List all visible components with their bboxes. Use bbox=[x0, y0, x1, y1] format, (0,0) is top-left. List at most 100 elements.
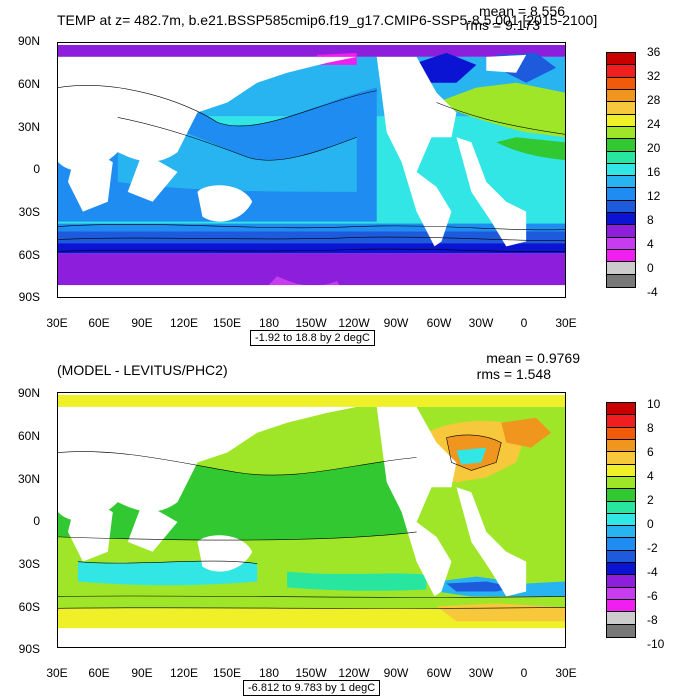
top-lon-label: 180 bbox=[258, 316, 280, 330]
colorbar-swatch bbox=[607, 126, 635, 140]
bottom-colorbar-label: -4 bbox=[647, 565, 658, 579]
top-colorbar-label: 24 bbox=[647, 117, 661, 131]
bottom-colorbar-label: 0 bbox=[647, 517, 654, 531]
bottom-panel-title: (MODEL - LEVITUS/PHC2) bbox=[57, 362, 228, 378]
top-colorbar-label: 12 bbox=[647, 189, 661, 203]
colorbar-swatch bbox=[607, 575, 635, 588]
colorbar-swatch bbox=[607, 200, 635, 214]
colorbar-swatch bbox=[607, 489, 635, 502]
bottom-lon-label: 150W bbox=[295, 666, 327, 680]
bottom-lon-label: 60E bbox=[88, 666, 110, 680]
colorbar-swatch bbox=[607, 262, 635, 275]
colorbar-swatch bbox=[607, 176, 635, 189]
colorbar-swatch bbox=[607, 188, 635, 201]
bottom-panel: (MODEL - LEVITUS/PHC2) mean = 0.9769 rms… bbox=[0, 350, 700, 700]
bottom-contour-range: -6.812 to 9.783 by 1 degC bbox=[243, 680, 381, 696]
bottom-colorbar-label: 10 bbox=[647, 397, 661, 411]
colorbar-swatch bbox=[607, 151, 635, 164]
colorbar-swatch bbox=[607, 213, 635, 226]
colorbar-swatch bbox=[607, 452, 635, 465]
top-lon-label: 30W bbox=[468, 316, 494, 330]
colorbar-swatch bbox=[607, 587, 635, 600]
bottom-rms-text: rms = 1.548 bbox=[476, 366, 551, 382]
bottom-lon-label: 30W bbox=[468, 666, 494, 680]
bottom-colorbar-label: 8 bbox=[647, 421, 654, 435]
bottom-lat-label: 90S bbox=[18, 642, 40, 656]
top-colorbar-label: -4 bbox=[647, 285, 658, 299]
colorbar-swatch bbox=[607, 501, 635, 514]
colorbar-swatch bbox=[607, 65, 635, 78]
colorbar-swatch bbox=[607, 53, 635, 66]
bottom-colorbar-label: -8 bbox=[647, 613, 658, 627]
bottom-colorbar-label: -2 bbox=[647, 541, 658, 555]
top-colorbar-label: 0 bbox=[647, 261, 654, 275]
top-lon-label: 90E bbox=[131, 316, 153, 330]
colorbar-swatch bbox=[607, 612, 635, 625]
top-lat-label: 30S bbox=[18, 205, 40, 219]
bottom-map bbox=[57, 392, 566, 648]
bottom-lat-label: 60N bbox=[17, 429, 40, 443]
bottom-colorbar bbox=[606, 402, 636, 638]
top-lon-label: 30E bbox=[46, 316, 68, 330]
colorbar-swatch bbox=[607, 274, 635, 287]
bottom-lon-label: 30E bbox=[555, 666, 577, 680]
top-mean-text: mean = 8.556 bbox=[478, 3, 565, 19]
top-lat-label: 60N bbox=[17, 77, 40, 91]
top-colorbar-label: 36 bbox=[647, 45, 661, 59]
bottom-colorbar-label: -6 bbox=[647, 589, 658, 603]
top-map bbox=[57, 42, 566, 298]
top-lon-label: 60W bbox=[426, 316, 452, 330]
colorbar-swatch bbox=[607, 563, 635, 576]
bottom-lon-label: 90E bbox=[131, 666, 153, 680]
colorbar-swatch bbox=[607, 163, 635, 177]
top-panel-title: TEMP at z= 482.7m, b.e21.BSSP585cmip6.f1… bbox=[57, 12, 598, 28]
top-colorbar-label: 20 bbox=[647, 141, 661, 155]
colorbar-swatch bbox=[607, 550, 635, 564]
bottom-lon-label: 0 bbox=[520, 666, 528, 680]
colorbar-swatch bbox=[607, 526, 635, 539]
top-lon-label: 0 bbox=[520, 316, 528, 330]
bottom-lat-label: 30N bbox=[17, 472, 40, 486]
top-lon-label: 60E bbox=[88, 316, 110, 330]
bottom-lat-label: 30S bbox=[18, 557, 40, 571]
top-panel: TEMP at z= 482.7m, b.e21.BSSP585cmip6.f1… bbox=[17, 3, 661, 346]
colorbar-swatch bbox=[607, 139, 635, 152]
colorbar-swatch bbox=[607, 476, 635, 490]
top-lat-label: 30N bbox=[17, 120, 40, 134]
colorbar-swatch bbox=[607, 415, 635, 428]
top-lon-label: 120W bbox=[338, 316, 370, 330]
colorbar-swatch bbox=[607, 250, 635, 263]
top-lat-label: 90N bbox=[17, 34, 40, 48]
bottom-colorbar-label: 6 bbox=[647, 445, 654, 459]
top-colorbar bbox=[606, 52, 636, 288]
top-colorbar-label: 28 bbox=[647, 93, 661, 107]
colorbar-swatch bbox=[607, 77, 635, 90]
bottom-lon-label: 60W bbox=[426, 666, 452, 680]
top-colorbar-label: 16 bbox=[647, 165, 661, 179]
bottom-lon-label: 90W bbox=[383, 666, 409, 680]
bottom-lon-label: 30E bbox=[46, 666, 68, 680]
top-lon-label: 150E bbox=[212, 316, 242, 330]
bottom-lon-label: 120W bbox=[338, 666, 370, 680]
bottom-lat-label: 0 bbox=[33, 514, 40, 528]
bottom-lat-label: 60S bbox=[18, 600, 40, 614]
top-lon-label: 150W bbox=[295, 316, 327, 330]
bottom-lon-label: 180 bbox=[258, 666, 280, 680]
colorbar-swatch bbox=[607, 237, 635, 250]
colorbar-swatch bbox=[607, 439, 635, 453]
bottom-lon-label: 120E bbox=[169, 666, 199, 680]
bottom-mean-text: mean = 0.9769 bbox=[486, 350, 580, 366]
bottom-lat-label: 90N bbox=[17, 386, 40, 400]
bottom-map-field bbox=[58, 393, 565, 647]
top-lat-label: 90S bbox=[18, 290, 40, 304]
colorbar-swatch bbox=[607, 600, 635, 613]
top-lon-label: 90W bbox=[383, 316, 409, 330]
bottom-lon-label: 150E bbox=[212, 666, 242, 680]
colorbar-swatch bbox=[607, 225, 635, 238]
colorbar-swatch bbox=[607, 102, 635, 115]
top-lon-label: 120E bbox=[169, 316, 199, 330]
top-colorbar-label: 8 bbox=[647, 213, 654, 227]
colorbar-swatch bbox=[607, 89, 635, 103]
colorbar-swatch bbox=[607, 513, 635, 527]
colorbar-swatch bbox=[607, 427, 635, 440]
